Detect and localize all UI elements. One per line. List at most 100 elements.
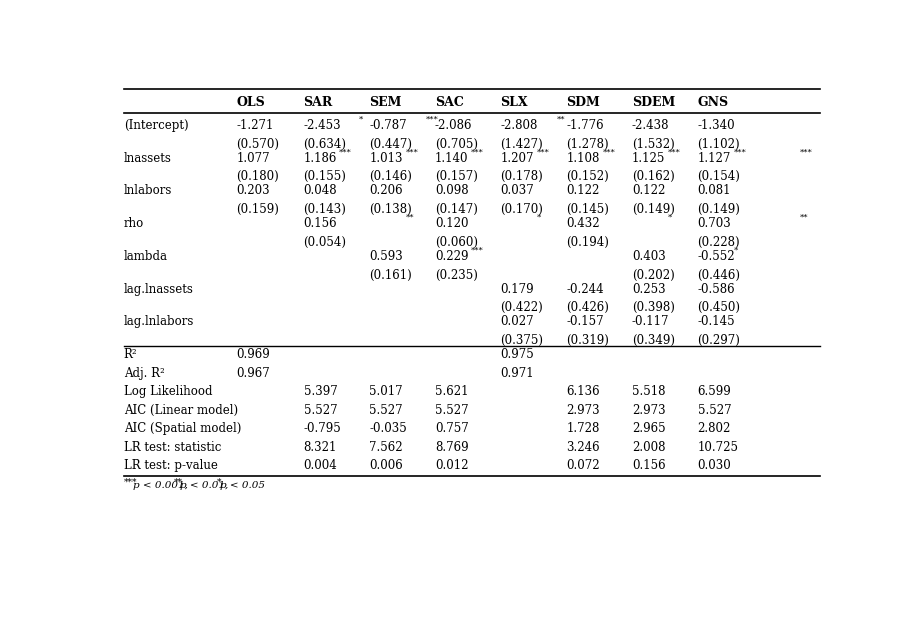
Text: (0.161): (0.161)	[369, 269, 412, 281]
Text: ***: ***	[602, 149, 615, 156]
Text: (0.228): (0.228)	[697, 236, 740, 249]
Text: 0.004: 0.004	[304, 459, 337, 472]
Text: (0.054): (0.054)	[304, 236, 346, 249]
Text: R²: R²	[123, 348, 137, 361]
Text: 0.969: 0.969	[237, 348, 270, 361]
Text: ***: ***	[537, 149, 550, 156]
Text: **: **	[799, 214, 808, 222]
Text: (0.634): (0.634)	[304, 138, 346, 151]
Text: **: **	[173, 478, 182, 487]
Text: 0.967: 0.967	[237, 367, 270, 379]
Text: ***: ***	[426, 116, 438, 124]
Text: OLS: OLS	[237, 96, 265, 109]
Text: 2.802: 2.802	[697, 422, 731, 435]
Text: lambda: lambda	[123, 250, 168, 263]
Text: p < 0.05: p < 0.05	[219, 481, 264, 489]
Text: (0.375): (0.375)	[500, 334, 543, 347]
Text: **: **	[405, 214, 414, 222]
Text: lnassets: lnassets	[123, 152, 171, 165]
Text: 6.599: 6.599	[697, 385, 731, 398]
Text: 5.527: 5.527	[435, 404, 469, 417]
Text: -0.552: -0.552	[697, 250, 735, 263]
Text: 0.027: 0.027	[500, 316, 534, 328]
Text: (0.162): (0.162)	[632, 170, 675, 183]
Text: 0.098: 0.098	[435, 184, 469, 198]
Text: p < 0.001,: p < 0.001,	[133, 481, 191, 489]
Text: (0.149): (0.149)	[632, 203, 675, 216]
Text: (0.297): (0.297)	[697, 334, 740, 347]
Text: ***: ***	[123, 478, 137, 487]
Text: (0.447): (0.447)	[369, 138, 413, 151]
Text: -0.787: -0.787	[369, 119, 407, 132]
Text: (0.570): (0.570)	[237, 138, 279, 151]
Text: 5.518: 5.518	[632, 385, 665, 398]
Text: rho: rho	[123, 217, 144, 230]
Text: (0.157): (0.157)	[435, 170, 478, 183]
Text: 2.008: 2.008	[632, 441, 665, 454]
Text: 1.140: 1.140	[435, 152, 469, 165]
Text: ***: ***	[472, 149, 484, 156]
Text: p < 0.01,: p < 0.01,	[180, 481, 231, 489]
Text: Adj. R²: Adj. R²	[123, 367, 165, 379]
Text: 0.156: 0.156	[304, 217, 337, 230]
Text: SDEM: SDEM	[632, 96, 675, 109]
Text: 8.321: 8.321	[304, 441, 337, 454]
Text: SDM: SDM	[566, 96, 600, 109]
Text: 10.725: 10.725	[697, 441, 739, 454]
Text: LR test: p-value: LR test: p-value	[123, 459, 217, 472]
Text: *: *	[734, 247, 739, 254]
Text: 5.397: 5.397	[304, 385, 337, 398]
Text: -1.271: -1.271	[237, 119, 274, 132]
Text: 0.593: 0.593	[369, 250, 403, 263]
Text: (Intercept): (Intercept)	[123, 119, 188, 132]
Text: lag.lnassets: lag.lnassets	[123, 282, 193, 296]
Text: (0.180): (0.180)	[237, 170, 279, 183]
Text: (0.159): (0.159)	[237, 203, 279, 216]
Text: 1.186: 1.186	[304, 152, 337, 165]
Text: 0.048: 0.048	[304, 184, 337, 198]
Text: 5.621: 5.621	[435, 385, 469, 398]
Text: 8.769: 8.769	[435, 441, 469, 454]
Text: (0.705): (0.705)	[435, 138, 478, 151]
Text: 0.253: 0.253	[632, 282, 666, 296]
Text: -0.035: -0.035	[369, 422, 407, 435]
Text: (0.060): (0.060)	[435, 236, 478, 249]
Text: 0.037: 0.037	[500, 184, 534, 198]
Text: SLX: SLX	[500, 96, 528, 109]
Text: (0.398): (0.398)	[632, 301, 675, 314]
Text: 0.432: 0.432	[566, 217, 600, 230]
Text: ***: ***	[734, 149, 747, 156]
Text: (0.152): (0.152)	[566, 170, 609, 183]
Text: -2.453: -2.453	[304, 119, 341, 132]
Text: Log Likelihood: Log Likelihood	[123, 385, 212, 398]
Text: (0.450): (0.450)	[697, 301, 740, 314]
Text: (0.146): (0.146)	[369, 170, 412, 183]
Text: *: *	[216, 478, 221, 487]
Text: 1.013: 1.013	[369, 152, 402, 165]
Text: (1.102): (1.102)	[697, 138, 740, 151]
Text: 0.206: 0.206	[369, 184, 402, 198]
Text: -1.340: -1.340	[697, 119, 735, 132]
Text: *: *	[537, 214, 542, 222]
Text: 0.203: 0.203	[237, 184, 270, 198]
Text: 0.120: 0.120	[435, 217, 469, 230]
Text: 0.156: 0.156	[632, 459, 666, 472]
Text: 0.757: 0.757	[435, 422, 469, 435]
Text: 1.207: 1.207	[500, 152, 534, 165]
Text: (0.154): (0.154)	[697, 170, 740, 183]
Text: 0.975: 0.975	[500, 348, 534, 361]
Text: ***: ***	[799, 149, 812, 156]
Text: (0.143): (0.143)	[304, 203, 346, 216]
Text: *: *	[359, 116, 363, 124]
Text: 1.077: 1.077	[237, 152, 270, 165]
Text: (0.149): (0.149)	[697, 203, 740, 216]
Text: (0.170): (0.170)	[500, 203, 543, 216]
Text: 0.703: 0.703	[697, 217, 731, 230]
Text: ***: ***	[472, 247, 484, 254]
Text: (0.349): (0.349)	[632, 334, 675, 347]
Text: -2.438: -2.438	[632, 119, 670, 132]
Text: *: *	[669, 214, 672, 222]
Text: (0.178): (0.178)	[500, 170, 543, 183]
Text: 0.229: 0.229	[435, 250, 469, 263]
Text: -0.145: -0.145	[697, 316, 735, 328]
